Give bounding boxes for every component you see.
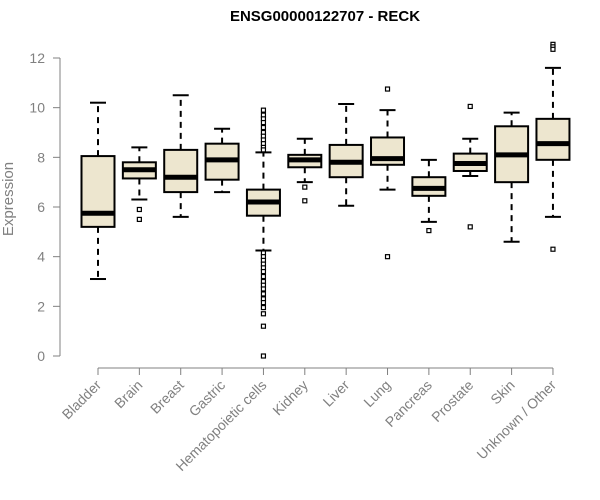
outlier-point (260, 353, 267, 359)
x-tick-label: Skin (487, 377, 518, 408)
y-axis: 0 2 4 6 8 10 12 (29, 50, 61, 364)
y-tick-label: 10 (29, 100, 45, 116)
outlier-point (426, 227, 432, 234)
outlier-point (260, 107, 267, 113)
y-tick-label: 2 (37, 298, 45, 314)
outlier-point (136, 216, 142, 223)
x-tick-label: Prostate (428, 377, 476, 425)
x-tick-label: Liver (320, 377, 353, 410)
outlier-point (260, 291, 267, 297)
outlier-point (550, 46, 556, 52)
x-tick-label: Lung (360, 377, 393, 410)
box-1 (121, 146, 157, 223)
y-tick-label: 6 (37, 199, 45, 215)
outlier-point (260, 286, 267, 292)
box-iqr (535, 117, 571, 161)
box-6 (328, 102, 364, 207)
box-7 (370, 86, 406, 260)
box-8 (411, 158, 447, 234)
outlier-point (384, 86, 391, 92)
box-3 (204, 127, 240, 194)
outlier-point (260, 304, 267, 311)
outlier-point (260, 311, 267, 317)
x-tick-label: Kidney (269, 377, 311, 419)
box-0 (80, 101, 116, 281)
chart-title: ENSG00000122707 - RECK (229, 8, 421, 25)
box-iqr (80, 155, 116, 228)
outlier-point (260, 300, 267, 306)
outlier-point (260, 268, 267, 275)
y-tick-label: 4 (37, 249, 45, 265)
y-tick-label: 8 (37, 149, 45, 165)
outlier-point (136, 206, 142, 213)
x-tick-label: Bladder (59, 377, 105, 423)
outlier-point (384, 254, 391, 260)
box-5 (287, 137, 323, 204)
outlier-point (550, 246, 556, 252)
x-tick-label: Unknown / Other (473, 377, 559, 463)
outlier-point (467, 224, 473, 230)
y-axis-title: Expression (0, 162, 17, 236)
boxes-layer (80, 41, 571, 359)
outlier-point (302, 184, 308, 190)
outlier-point (467, 103, 473, 110)
box-2 (163, 94, 199, 218)
outlier-point (260, 124, 267, 131)
outlier-point (260, 323, 267, 329)
outlier-point (260, 119, 267, 126)
box-11 (535, 41, 571, 252)
box-iqr (163, 148, 199, 194)
y-tick-label: 12 (29, 50, 45, 66)
outlier-point (302, 198, 308, 204)
y-tick-label: 0 (37, 348, 45, 364)
x-tick-label: Breast (147, 377, 187, 417)
box-10 (494, 111, 530, 243)
x-tick-label: Brain (111, 377, 145, 411)
box-9 (452, 103, 488, 230)
outlier-point (260, 147, 267, 153)
box-4 (245, 107, 281, 359)
outlier-point (260, 273, 267, 280)
